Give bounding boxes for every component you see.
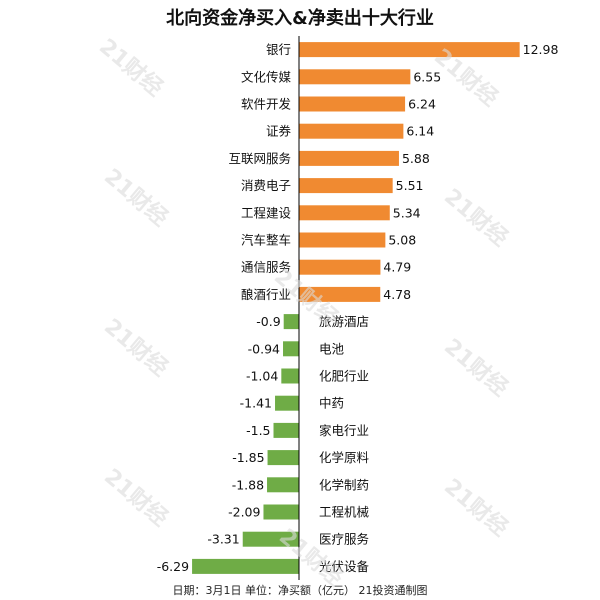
category-label-20: 光伏设备 [319, 559, 370, 574]
bar-20 [192, 558, 299, 574]
value-label-5: 5.88 [402, 151, 430, 166]
category-label-11: 旅游酒店 [319, 314, 369, 329]
category-label-14: 中药 [319, 396, 344, 411]
value-label-7: 5.34 [393, 205, 421, 220]
value-label-11: -0.9 [256, 314, 280, 329]
value-label-6: 5.51 [396, 178, 424, 193]
value-label-16: -1.85 [232, 450, 264, 465]
value-label-18: -2.09 [228, 505, 260, 520]
chart-title: 北向资金净买入&净卖出十大行业 [166, 8, 434, 29]
bars-layer: 银行 12.98 文化传媒 6.55 软件开发 6.24 证券 6.14 互联网服务 5.88 消费… [157, 42, 559, 574]
category-label-15: 家电行业 [319, 423, 369, 438]
bar-15 [273, 422, 299, 438]
bar-2 [299, 69, 411, 85]
category-label-9: 通信服务 [241, 260, 291, 275]
bar-12 [283, 341, 299, 357]
bar-17 [267, 477, 299, 493]
value-label-17: -1.88 [232, 477, 264, 492]
value-label-15: -1.5 [246, 423, 270, 438]
category-label-1: 银行 [266, 42, 291, 57]
bar-6 [299, 178, 393, 194]
value-label-3: 6.24 [408, 97, 436, 112]
category-label-6: 消费电子 [241, 178, 291, 193]
value-label-20: -6.29 [157, 559, 189, 574]
category-label-13: 化肥行业 [319, 369, 369, 384]
category-label-18: 工程机械 [319, 505, 370, 520]
category-label-17: 化学制药 [319, 477, 369, 492]
bar-7 [299, 205, 390, 221]
value-label-9: 4.79 [383, 260, 411, 275]
value-label-10: 4.78 [383, 287, 411, 302]
value-label-4: 6.14 [406, 124, 434, 139]
value-label-1: 12.98 [523, 42, 559, 57]
bar-4 [299, 123, 404, 139]
value-label-8: 5.08 [388, 233, 416, 248]
category-label-19: 医疗服务 [319, 532, 369, 547]
bar-18 [263, 504, 299, 520]
category-label-8: 汽车整车 [241, 233, 291, 248]
bar-8 [299, 232, 386, 248]
value-label-12: -0.94 [248, 341, 280, 356]
category-label-2: 文化传媒 [241, 69, 292, 84]
bar-16 [267, 450, 299, 466]
bar-9 [299, 259, 381, 275]
value-label-14: -1.41 [240, 396, 272, 411]
bar-11 [283, 314, 299, 330]
bar-19 [242, 531, 299, 547]
bar-10 [299, 286, 381, 302]
bar-5 [299, 150, 399, 166]
category-label-4: 证券 [266, 124, 292, 139]
chart-footer: 日期：3月1日 单位：净买额（亿元） 21投资通制图 [172, 584, 428, 597]
bar-14 [275, 395, 299, 411]
value-label-13: -1.04 [246, 369, 278, 384]
bar-13 [281, 368, 299, 384]
category-label-16: 化学原料 [319, 450, 370, 465]
category-label-3: 软件开发 [241, 97, 292, 112]
category-label-12: 电池 [319, 341, 345, 356]
category-label-5: 互联网服务 [228, 151, 291, 166]
category-label-7: 工程建设 [241, 205, 292, 220]
category-label-10: 酿酒行业 [241, 287, 291, 302]
bar-3 [299, 96, 406, 112]
value-label-2: 6.55 [413, 69, 441, 84]
value-label-19: -3.31 [207, 532, 239, 547]
bar-1 [299, 42, 520, 58]
